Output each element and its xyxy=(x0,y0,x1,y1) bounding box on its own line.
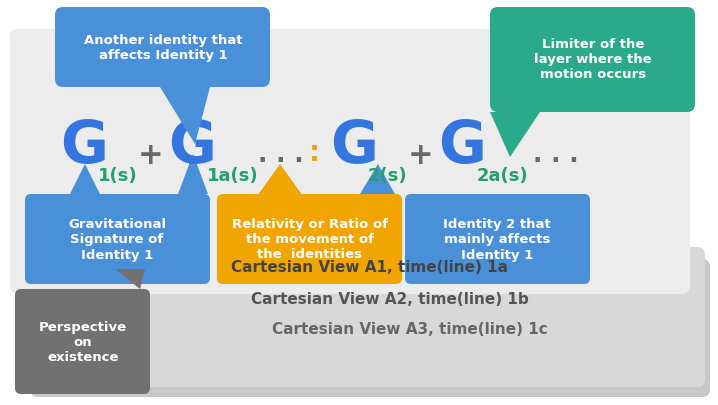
Text: G: G xyxy=(60,118,108,175)
Text: Cartesian View A1, time(line) 1a: Cartesian View A1, time(line) 1a xyxy=(231,260,508,275)
Text: 1a(s): 1a(s) xyxy=(207,166,258,185)
Polygon shape xyxy=(360,164,395,194)
FancyBboxPatch shape xyxy=(10,30,690,294)
FancyBboxPatch shape xyxy=(30,259,710,397)
FancyBboxPatch shape xyxy=(15,289,150,394)
Text: +: + xyxy=(138,141,164,170)
Text: Limiter of the
layer where the
motion occurs: Limiter of the layer where the motion oc… xyxy=(534,38,652,81)
Text: Relativity or Ratio of
the movement of
the  identities: Relativity or Ratio of the movement of t… xyxy=(232,218,388,261)
Text: Perspective
on
existence: Perspective on existence xyxy=(39,321,127,364)
FancyBboxPatch shape xyxy=(405,194,590,284)
Polygon shape xyxy=(70,164,100,194)
Text: Identity 2 that
mainly affects
Identity 1: Identity 2 that mainly affects Identity … xyxy=(443,218,551,261)
FancyBboxPatch shape xyxy=(20,247,705,387)
Text: +: + xyxy=(408,141,434,170)
Polygon shape xyxy=(490,113,540,158)
Text: . . .: . . . xyxy=(533,143,579,166)
Text: 1(s): 1(s) xyxy=(98,166,138,185)
Text: . . .: . . . xyxy=(258,143,304,166)
Polygon shape xyxy=(178,155,208,194)
FancyBboxPatch shape xyxy=(490,8,695,113)
Text: Cartesian View A2, time(line) 1b: Cartesian View A2, time(line) 1b xyxy=(251,292,529,307)
Text: Another identity that
affects Identity 1: Another identity that affects Identity 1 xyxy=(84,34,242,62)
Text: G: G xyxy=(168,118,216,175)
FancyBboxPatch shape xyxy=(217,194,402,284)
Text: Gravitational
Signature of
Identity 1: Gravitational Signature of Identity 1 xyxy=(68,218,166,261)
Polygon shape xyxy=(115,269,145,289)
FancyBboxPatch shape xyxy=(25,194,210,284)
Text: G: G xyxy=(438,118,486,175)
Text: :: : xyxy=(309,139,320,166)
Text: G: G xyxy=(330,118,378,175)
Text: 2a(s): 2a(s) xyxy=(477,166,528,185)
Polygon shape xyxy=(255,164,305,200)
Polygon shape xyxy=(160,88,210,145)
Text: Cartesian View A3, time(line) 1c: Cartesian View A3, time(line) 1c xyxy=(272,322,548,337)
FancyBboxPatch shape xyxy=(55,8,270,88)
Text: 2(s): 2(s) xyxy=(368,166,408,185)
